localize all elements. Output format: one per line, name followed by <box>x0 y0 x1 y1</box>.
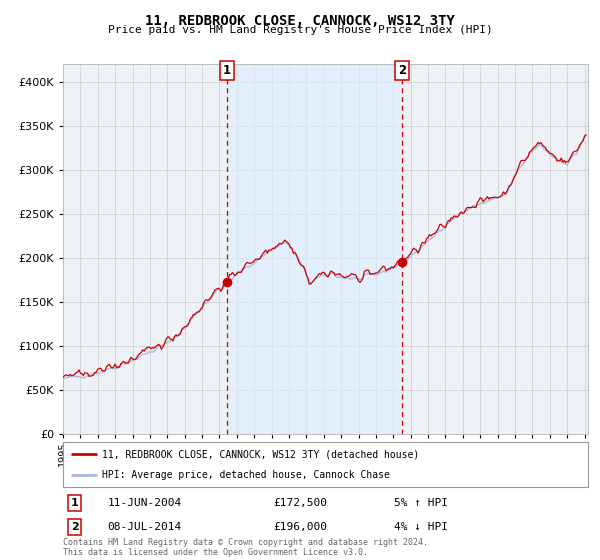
Text: 08-JUL-2014: 08-JUL-2014 <box>107 522 182 532</box>
Text: 1: 1 <box>71 498 79 508</box>
Text: HPI: Average price, detached house, Cannock Chase: HPI: Average price, detached house, Cann… <box>103 470 390 480</box>
Text: 4% ↓ HPI: 4% ↓ HPI <box>394 522 448 532</box>
Text: 11, REDBROOK CLOSE, CANNOCK, WS12 3TY: 11, REDBROOK CLOSE, CANNOCK, WS12 3TY <box>145 14 455 28</box>
Text: 11-JUN-2004: 11-JUN-2004 <box>107 498 182 508</box>
Text: 2: 2 <box>398 64 406 77</box>
Text: Price paid vs. HM Land Registry's House Price Index (HPI): Price paid vs. HM Land Registry's House … <box>107 25 493 35</box>
Bar <box>227 64 403 434</box>
Text: Contains HM Land Registry data © Crown copyright and database right 2024.
This d: Contains HM Land Registry data © Crown c… <box>63 538 428 557</box>
Text: 5% ↑ HPI: 5% ↑ HPI <box>394 498 448 508</box>
Text: £172,500: £172,500 <box>273 498 327 508</box>
Text: 1: 1 <box>223 64 231 77</box>
Text: £196,000: £196,000 <box>273 522 327 532</box>
Text: 11, REDBROOK CLOSE, CANNOCK, WS12 3TY (detached house): 11, REDBROOK CLOSE, CANNOCK, WS12 3TY (d… <box>103 450 419 460</box>
Text: 2: 2 <box>71 522 79 532</box>
